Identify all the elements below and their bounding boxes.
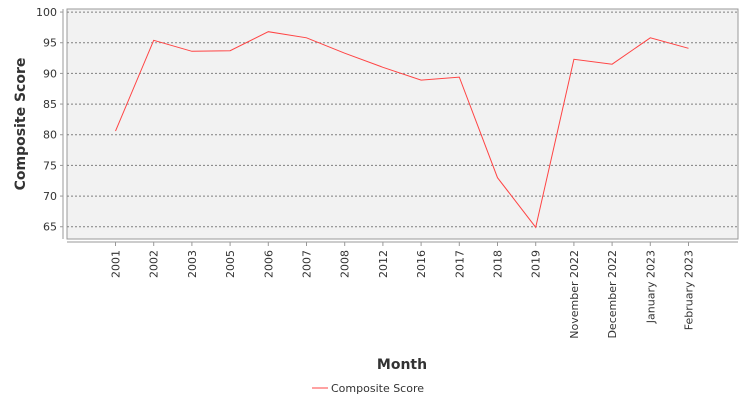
legend-label: Composite Score (331, 382, 424, 395)
x-tick-label: 2018 (492, 250, 505, 278)
y-tick-label: 90 (43, 67, 57, 80)
series-line (115, 31, 689, 229)
x-tick-label: 2017 (453, 250, 466, 278)
legend: Composite Score (312, 382, 424, 395)
data-point (152, 39, 155, 42)
x-tick-label: 2006 (262, 250, 275, 278)
data-point (420, 79, 423, 82)
x-tick-label: 2003 (186, 250, 199, 278)
x-tick-label: January 2023 (644, 250, 657, 324)
y-tick-label: 80 (43, 129, 57, 142)
data-point (572, 58, 575, 61)
x-tick-label: December 2022 (606, 250, 619, 339)
data-point (190, 50, 193, 53)
data-point (534, 226, 537, 229)
series-layer (114, 30, 690, 229)
y-tick-label: 75 (43, 159, 57, 172)
y-tick-label: 85 (43, 98, 57, 111)
x-tick-label: 2016 (415, 250, 428, 278)
data-point (305, 36, 308, 39)
plot-area (66, 8, 739, 240)
x-axis-ticks: 2001 2002 2003 2005 2006 2007 2008 2012 2016 2017… (110, 242, 696, 339)
x-tick-label: 2001 (110, 250, 123, 278)
y-axis-title: Composite Score (13, 58, 29, 191)
x-tick-label: 2008 (339, 250, 352, 278)
data-point (611, 63, 614, 66)
y-tick-label: 100 (36, 6, 57, 19)
data-point (649, 36, 652, 39)
data-point (114, 130, 117, 133)
data-point (343, 52, 346, 55)
x-tick-label: November 2022 (568, 250, 581, 339)
y-tick-label: 65 (43, 221, 57, 234)
y-axis-ticks: 65 70 75 80 85 90 95 100 (36, 6, 63, 234)
x-tick-label: 2012 (377, 250, 390, 278)
data-point (229, 49, 232, 52)
x-tick-label: 2002 (148, 250, 161, 278)
data-point (267, 30, 270, 33)
x-tick-label: February 2023 (683, 250, 696, 330)
data-point (458, 76, 461, 79)
x-axis-title: Month (377, 357, 427, 373)
data-point (381, 66, 384, 69)
x-tick-label: 2019 (530, 250, 543, 278)
y-tick-label: 70 (43, 190, 57, 203)
y-tick-label: 95 (43, 37, 57, 50)
x-tick-label: 2005 (224, 250, 237, 278)
data-point (687, 47, 690, 50)
data-point (496, 176, 499, 179)
x-tick-label: 2007 (301, 250, 314, 278)
